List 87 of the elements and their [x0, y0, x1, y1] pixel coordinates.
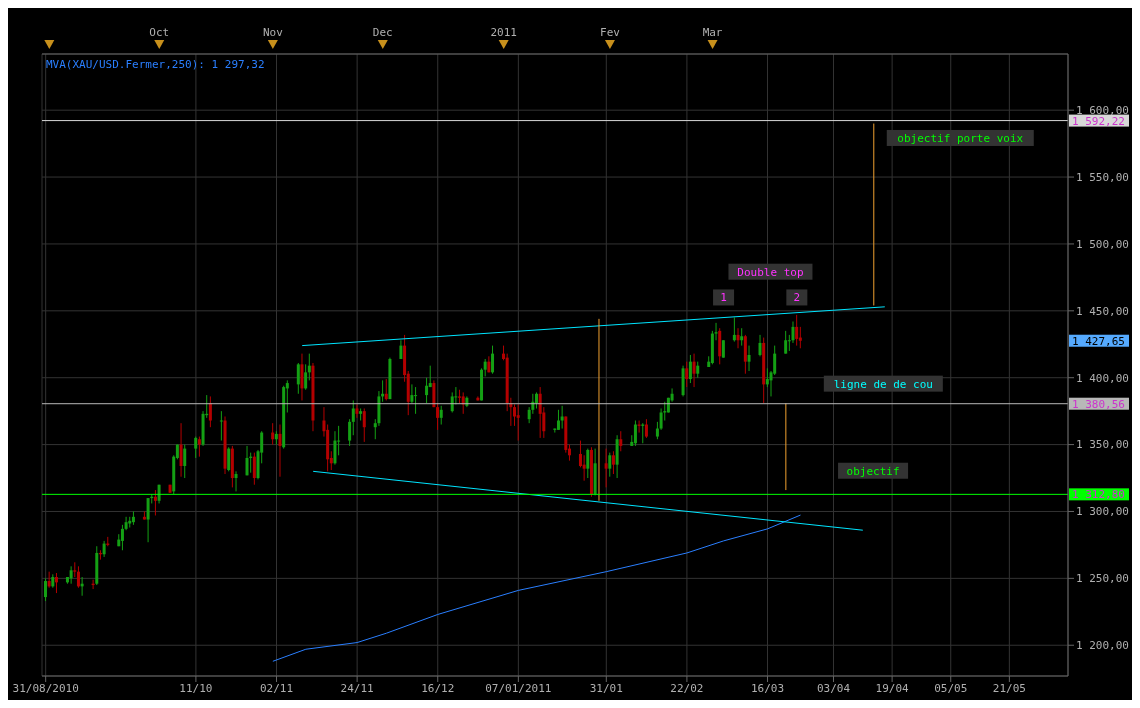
y-tick-label: 1 200,00 — [1076, 639, 1129, 653]
candlestick — [278, 424, 282, 478]
y-tick-label: 1 450,00 — [1076, 304, 1129, 318]
candlestick — [43, 577, 47, 602]
annotation: 1 — [720, 291, 727, 305]
x-tick-label: 02/11 — [259, 681, 294, 695]
x-tick-label: 22/02 — [670, 681, 704, 695]
candlestick — [76, 565, 80, 589]
candlestick — [304, 363, 308, 391]
x-tick-label: 19/04 — [875, 681, 910, 695]
x2-tick-label: Oct — [149, 26, 170, 39]
annotation: 2 — [793, 291, 801, 305]
text: 1 427,65 — [1072, 334, 1125, 348]
x-tick-label: 16/12 — [421, 681, 455, 695]
x2-tick-label: 2011 — [490, 26, 517, 39]
candlestick — [355, 403, 359, 419]
x-tick-label: 05/05 — [934, 681, 968, 695]
x-tick-label: 24/11 — [340, 681, 374, 695]
candlestick — [611, 450, 615, 475]
candlestick — [69, 565, 73, 585]
candlestick — [619, 430, 623, 452]
y-tick-label: 1 250,00 — [1076, 572, 1129, 586]
annotation: ligne de de cou — [833, 377, 933, 391]
candlestick — [685, 361, 689, 388]
candlestick — [586, 448, 590, 479]
candlestick — [351, 399, 355, 436]
candlestick — [399, 339, 403, 360]
y-tick-label: 1 400,00 — [1076, 371, 1129, 385]
ref-line-label: 1 312,80 — [1072, 488, 1125, 502]
candlestick — [219, 410, 223, 442]
candlestick — [688, 354, 692, 384]
candlestick — [425, 377, 429, 404]
candlestick — [234, 470, 238, 492]
ref-line-label: 1 380,56 — [1072, 397, 1125, 411]
y-tick-label: 1 300,00 — [1076, 505, 1129, 519]
candlestick — [194, 436, 198, 459]
x-tick-label: 03/04 — [816, 681, 851, 695]
x2-tick-label: Nov — [262, 26, 284, 39]
annotation: objectif porte voix — [897, 131, 1024, 145]
candlestick — [47, 571, 51, 589]
candlestick — [227, 446, 231, 472]
x-tick-label: 31/01 — [589, 681, 623, 695]
x-tick-label: 11/10 — [179, 681, 213, 695]
candlestick — [758, 334, 762, 357]
candlestick — [436, 402, 440, 431]
x-tick-label: 31/08/2010 — [12, 681, 79, 695]
candlestick — [736, 327, 740, 349]
candlestick — [798, 326, 802, 349]
x-tick-label: 21/05 — [992, 681, 1026, 695]
candlestick — [582, 454, 586, 482]
candlestick — [252, 452, 256, 486]
candlestick — [556, 409, 560, 431]
annotation: objectif — [846, 464, 900, 478]
candlestick — [795, 314, 799, 347]
candlestick — [784, 330, 788, 355]
candlestick — [747, 345, 751, 372]
candlestick — [414, 386, 418, 415]
candlestick — [179, 422, 183, 478]
candlestick — [183, 444, 187, 479]
candlestick — [439, 405, 443, 426]
annotation: Double top — [737, 265, 804, 279]
y-tick-label: 1 350,00 — [1076, 438, 1129, 452]
candlestick — [513, 403, 517, 427]
x2-tick-label: Dec — [372, 26, 393, 39]
candlestick — [333, 430, 337, 466]
candlestick — [732, 317, 736, 343]
candlestick — [516, 403, 520, 442]
x2-tick-label: Mar — [702, 26, 723, 39]
candlestick — [410, 383, 414, 404]
candlestick — [692, 353, 696, 388]
line-series — [272, 514, 802, 662]
candlestick — [296, 362, 300, 395]
candlestick — [644, 418, 648, 439]
candlestick — [348, 418, 352, 447]
candlestick — [491, 345, 495, 375]
x2-tick-label: Fev — [600, 26, 621, 39]
x-tick-label: 07/01/2011 — [485, 681, 552, 695]
candlestick — [307, 353, 311, 381]
candlestick — [208, 395, 212, 428]
y-tick-label: 1 500,00 — [1076, 237, 1129, 251]
candlestick — [146, 497, 150, 543]
x-tick-label: 16/03 — [750, 681, 785, 695]
candlestick — [245, 445, 249, 476]
y-tick-label: 1 550,00 — [1076, 170, 1129, 184]
candlestick — [560, 405, 564, 430]
text: MVA(XAU/USD.Fermer,250): 1 297,32 — [46, 58, 265, 71]
candlestick — [604, 448, 608, 488]
